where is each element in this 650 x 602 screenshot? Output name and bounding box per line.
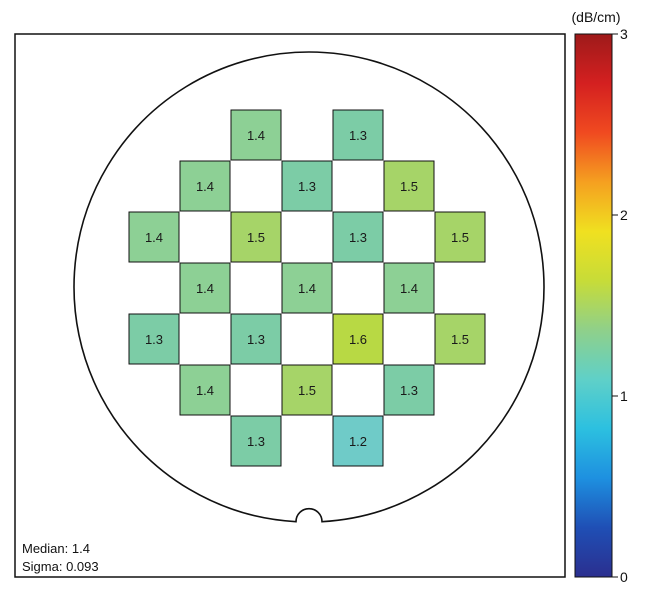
wafer-cell-label: 1.3 xyxy=(400,383,418,398)
wafer-cell-label: 1.4 xyxy=(145,230,163,245)
wafer-cell-label: 1.5 xyxy=(451,332,469,347)
wafer-cell-label: 1.4 xyxy=(298,281,316,296)
wafer-cell-label: 1.4 xyxy=(400,281,418,296)
cells-layer: 1.4 1.3 1.4 1.3 1.5 1.4 1.5 1.3 1.5 1.4 1.4 1.4 1.3 1… xyxy=(128,109,486,467)
wafer-cell xyxy=(383,262,435,314)
wafer-cell-label: 1.3 xyxy=(145,332,163,347)
wafer-cell-label: 1.6 xyxy=(349,332,367,347)
colorbar-tick-label: 2 xyxy=(620,207,628,223)
wafer-cell-label: 1.4 xyxy=(247,128,265,143)
wafer-cell xyxy=(383,160,435,212)
wafer-cell-label: 1.3 xyxy=(247,434,265,449)
colorbar xyxy=(574,33,613,578)
colorbar-tick-label: 0 xyxy=(620,569,628,585)
wafer-cell xyxy=(128,211,180,263)
wafer-cell-label: 1.5 xyxy=(298,383,316,398)
sigma-text: Sigma: 0.093 xyxy=(22,559,99,574)
wafer-cell xyxy=(383,364,435,416)
wafer-cell xyxy=(332,211,384,263)
wafer-cell xyxy=(434,211,486,263)
wafer-cell xyxy=(179,160,231,212)
wafer-cell xyxy=(128,313,180,365)
wafer-cell-label: 1.3 xyxy=(349,128,367,143)
colorbar-unit-label: (dB/cm) xyxy=(572,9,621,25)
wafer-cell xyxy=(230,313,282,365)
wafer-cell xyxy=(434,313,486,365)
wafer-cell xyxy=(230,211,282,263)
wafer-cell-label: 1.5 xyxy=(247,230,265,245)
wafer-cell-label: 1.4 xyxy=(196,383,214,398)
wafer-cell-label: 1.3 xyxy=(247,332,265,347)
wafer-cell-label: 1.2 xyxy=(349,434,367,449)
wafer-cell-label: 1.5 xyxy=(400,179,418,194)
wafer-cell xyxy=(332,109,384,161)
wafer-cell-label: 1.4 xyxy=(196,179,214,194)
median-text: Median: 1.4 xyxy=(22,541,90,556)
colorbar-ticks: 0 1 2 3 xyxy=(612,26,628,585)
wafer-cell xyxy=(179,262,231,314)
wafer-cell-label: 1.4 xyxy=(196,281,214,296)
wafer-cell xyxy=(281,160,333,212)
colorbar-tick-label: 3 xyxy=(620,26,628,42)
wafer-cell xyxy=(281,364,333,416)
wafer-cell xyxy=(179,364,231,416)
wafer-cell xyxy=(230,109,282,161)
wafer-cell xyxy=(332,313,384,365)
wafer-cell xyxy=(281,262,333,314)
wafer-cell-label: 1.3 xyxy=(298,179,316,194)
wafer-outline xyxy=(73,51,545,523)
wafer-cell-label: 1.3 xyxy=(349,230,367,245)
wafer-cell xyxy=(230,415,282,467)
wafer-cell-label: 1.5 xyxy=(451,230,469,245)
wafer-cell xyxy=(332,415,384,467)
colorbar-tick-label: 1 xyxy=(620,388,628,404)
